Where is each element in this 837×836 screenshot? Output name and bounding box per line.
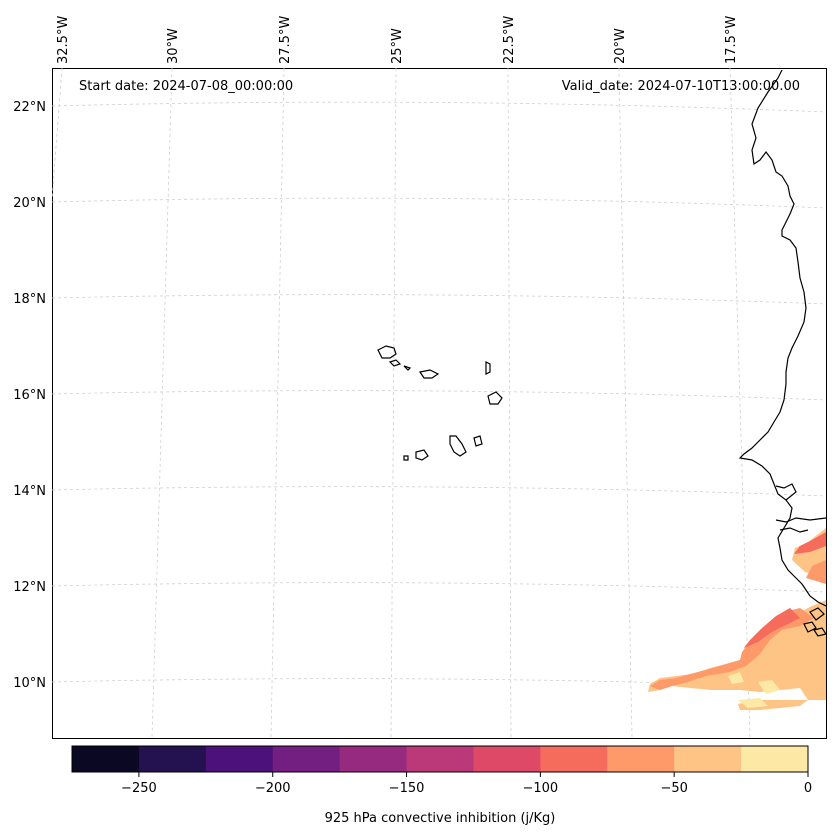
cin-contours <box>648 528 826 710</box>
gridline-lon-20 <box>618 67 633 739</box>
island-brava <box>403 455 409 461</box>
island-sal <box>485 361 491 375</box>
colorbar-tick-label: −50 <box>660 781 687 796</box>
lon-label: 17.5°W <box>724 16 739 64</box>
lon-label: 30°W <box>166 28 181 64</box>
colorbar-segment <box>339 746 408 772</box>
contour-fill-minus-75 <box>650 560 826 690</box>
senegal-gambia-coast <box>775 483 827 533</box>
island-maio <box>473 435 483 447</box>
island-fogo <box>415 449 429 461</box>
island-santiago <box>449 435 467 457</box>
colorbar-segment <box>138 746 207 772</box>
colorbar-label: 925 hPa convective inhibition (j/Kg) <box>325 811 556 826</box>
lat-label: 16°N <box>13 388 46 403</box>
gridline-lat-14 <box>51 486 827 497</box>
island-sao-vicente <box>388 359 402 367</box>
gridline-lat-20 <box>51 197 827 209</box>
island-santo-antao <box>377 345 397 359</box>
island-santa-luzia <box>403 365 412 371</box>
gridline-lat-10 <box>51 678 827 689</box>
lat-label: 22°N <box>13 100 46 115</box>
lat-label: 18°N <box>13 292 46 307</box>
african-coastline <box>738 69 827 607</box>
contour-fill-minus-50 <box>648 528 826 710</box>
island-boa-vista <box>487 391 503 405</box>
lon-label: 27.5°W <box>278 16 293 64</box>
gridline-lat-22 <box>51 101 827 113</box>
colorbar-segment <box>406 746 474 772</box>
colorbar-segment <box>741 746 809 772</box>
lat-label: 20°N <box>13 196 46 211</box>
lon-label: 20°W <box>613 28 628 64</box>
colorbar-border <box>71 745 809 773</box>
bijagos-islands <box>803 607 827 637</box>
colorbar-segment <box>473 746 541 772</box>
lat-labels: 22°N 20°N 18°N 16°N 14°N 12°N 10°N <box>13 100 46 691</box>
colorbar-tick-label: 0 <box>804 781 812 796</box>
colorbar-tick-label: −150 <box>389 781 425 796</box>
gridline-lon-22-5 <box>507 67 512 739</box>
gridline-lon-32-5 <box>51 67 63 201</box>
gridline-lat-16 <box>51 390 827 401</box>
colorbar-segment <box>205 746 274 772</box>
lat-label: 14°N <box>13 484 46 499</box>
colorbar-tick-label: −200 <box>255 781 291 796</box>
colorbar-segment <box>72 746 140 772</box>
colorbar: −250 −200 −150 −100 −50 0 <box>71 745 812 796</box>
gridline-lon-17-5 <box>729 67 751 739</box>
colorbar-tick-label: −250 <box>121 781 157 796</box>
colorbar-tick-label: −100 <box>523 781 559 796</box>
valid-date-label: Valid_date: 2024-07-10T13:00:00.00 <box>562 79 800 94</box>
gridline-lon-30 <box>151 67 173 739</box>
gridline-lat-12 <box>51 582 827 593</box>
gridlines <box>51 67 827 739</box>
lat-label: 10°N <box>13 676 46 691</box>
colorbar-segment <box>674 746 742 772</box>
contour-fill-minus-25 <box>728 672 780 708</box>
lon-label: 32.5°W <box>56 16 71 64</box>
contour-fill-minus-100 <box>744 532 826 648</box>
start-date-label: Start date: 2024-07-08_00:00:00 <box>79 79 293 94</box>
colorbar-segment <box>540 746 608 772</box>
lat-label: 12°N <box>13 580 46 595</box>
colorbar-segment <box>607 746 675 772</box>
lon-label: 25°W <box>390 28 405 64</box>
lon-label: 22.5°W <box>502 16 517 64</box>
gridline-lon-25 <box>390 67 397 739</box>
coastlines <box>377 69 827 637</box>
colorbar-segment <box>272 746 341 772</box>
gridline-lat-18 <box>51 294 827 305</box>
island-sao-nicolau <box>419 369 440 379</box>
map-frame <box>52 68 827 739</box>
lon-labels: 32.5°W 30°W 27.5°W 25°W 22.5°W 20°W 17.5… <box>56 16 739 64</box>
gridline-lon-27-5 <box>270 67 285 739</box>
